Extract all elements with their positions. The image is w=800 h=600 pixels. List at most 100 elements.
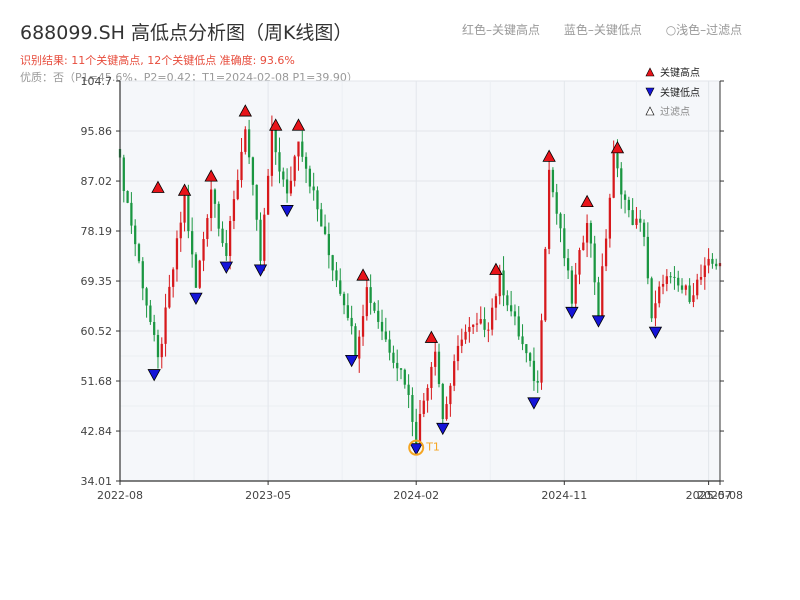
candle-body [635,218,638,225]
candle-body [601,266,604,316]
candle-body [198,260,201,288]
candle-body [510,305,513,312]
candle-body [191,231,194,255]
candle-body [149,305,152,322]
candle-body [589,223,593,244]
candle-body [437,351,441,384]
candle-body [673,276,676,278]
candle-body [339,280,342,294]
candle-body [225,243,228,256]
candle-body [323,226,327,234]
candle-body [221,228,224,244]
legend-high-label: 关键高点 [660,66,700,79]
candle-body [179,222,182,239]
candle-body [430,366,433,388]
candle-body [582,242,585,251]
candle-body [608,197,612,239]
candle-body [312,186,315,191]
x-tick-label: 2025-07 [686,489,732,502]
candle-body [563,228,566,259]
y-tick-label: 104.7 [81,75,113,88]
candle-body [346,305,349,318]
legend-low-icon [645,87,655,97]
candle-body [544,248,547,321]
key-low-marker [527,397,541,410]
candle-body [491,307,494,330]
candle-body [650,278,653,319]
candle-body [156,334,160,358]
candle-body [456,345,460,362]
candle-body [134,225,137,245]
candle-body [506,295,509,306]
candle-body [551,169,555,193]
candle-body [468,326,471,332]
candle-body [422,400,425,414]
key-low-marker [344,354,359,368]
candle-body [487,329,490,331]
x-tick-label: 2025-08 [697,489,743,502]
color-legend-filtered-label: 浅色–过滤点 [676,23,743,37]
candle-body [247,129,251,158]
candle-body [620,168,623,195]
legend-low-label: 关键低点 [660,86,700,99]
candle-body [494,296,498,308]
candle-body [251,157,255,185]
y-tick-label: 51.68 [81,375,113,388]
candle-body [293,156,296,181]
candle-body [707,258,710,266]
candle-body [559,213,562,229]
color-legend-high: 红色–关键高点 [462,23,541,37]
candle-body [578,250,581,275]
y-tick-label: 95.86 [81,125,113,138]
candle-body [236,180,239,200]
candle-body [441,383,444,420]
candle-body [574,274,577,304]
candle-body [335,270,338,281]
key-low-marker [409,443,423,456]
candle-body [703,265,706,278]
candle-body [532,360,536,381]
candle-body [213,189,217,204]
candle-body [623,194,627,200]
candle-body [570,270,574,304]
candle-body [164,307,167,344]
candle-body [365,287,368,317]
candle-body [350,317,353,327]
candle-body [210,189,213,219]
candle-body [384,331,387,340]
candle-body [194,254,198,288]
candle-body [661,283,665,287]
candle-body [153,321,156,335]
candle-body [327,233,330,256]
candle-body [639,218,642,223]
key-high-marker [291,118,306,131]
candle-body [680,285,684,290]
candle-body [411,395,414,422]
t1-annotation-circle [408,439,425,456]
y-tick-label: 42.84 [81,425,113,438]
candle-body [460,339,463,346]
x-tick-label: 2022-08 [97,489,143,502]
filtered-high-marker [151,180,165,193]
candle-body [597,282,600,316]
candle-body [285,179,289,194]
candle-body [396,362,399,369]
candle-body [407,384,410,396]
candle-body [308,168,312,187]
key-high-marker [356,268,370,281]
candle-body [418,413,422,444]
y-tick-label: 69.35 [81,275,113,288]
candle-body [711,258,714,264]
candle-body [472,324,475,327]
candle-body [255,184,258,220]
candle-body [297,141,300,157]
candle-body [232,199,236,222]
candle-body [498,270,501,297]
candle-body [692,295,695,302]
key-low-marker [280,205,294,218]
candle-body [434,351,437,367]
candles [118,115,722,450]
y-tick-label: 60.52 [81,325,113,338]
candle-body [141,261,144,289]
